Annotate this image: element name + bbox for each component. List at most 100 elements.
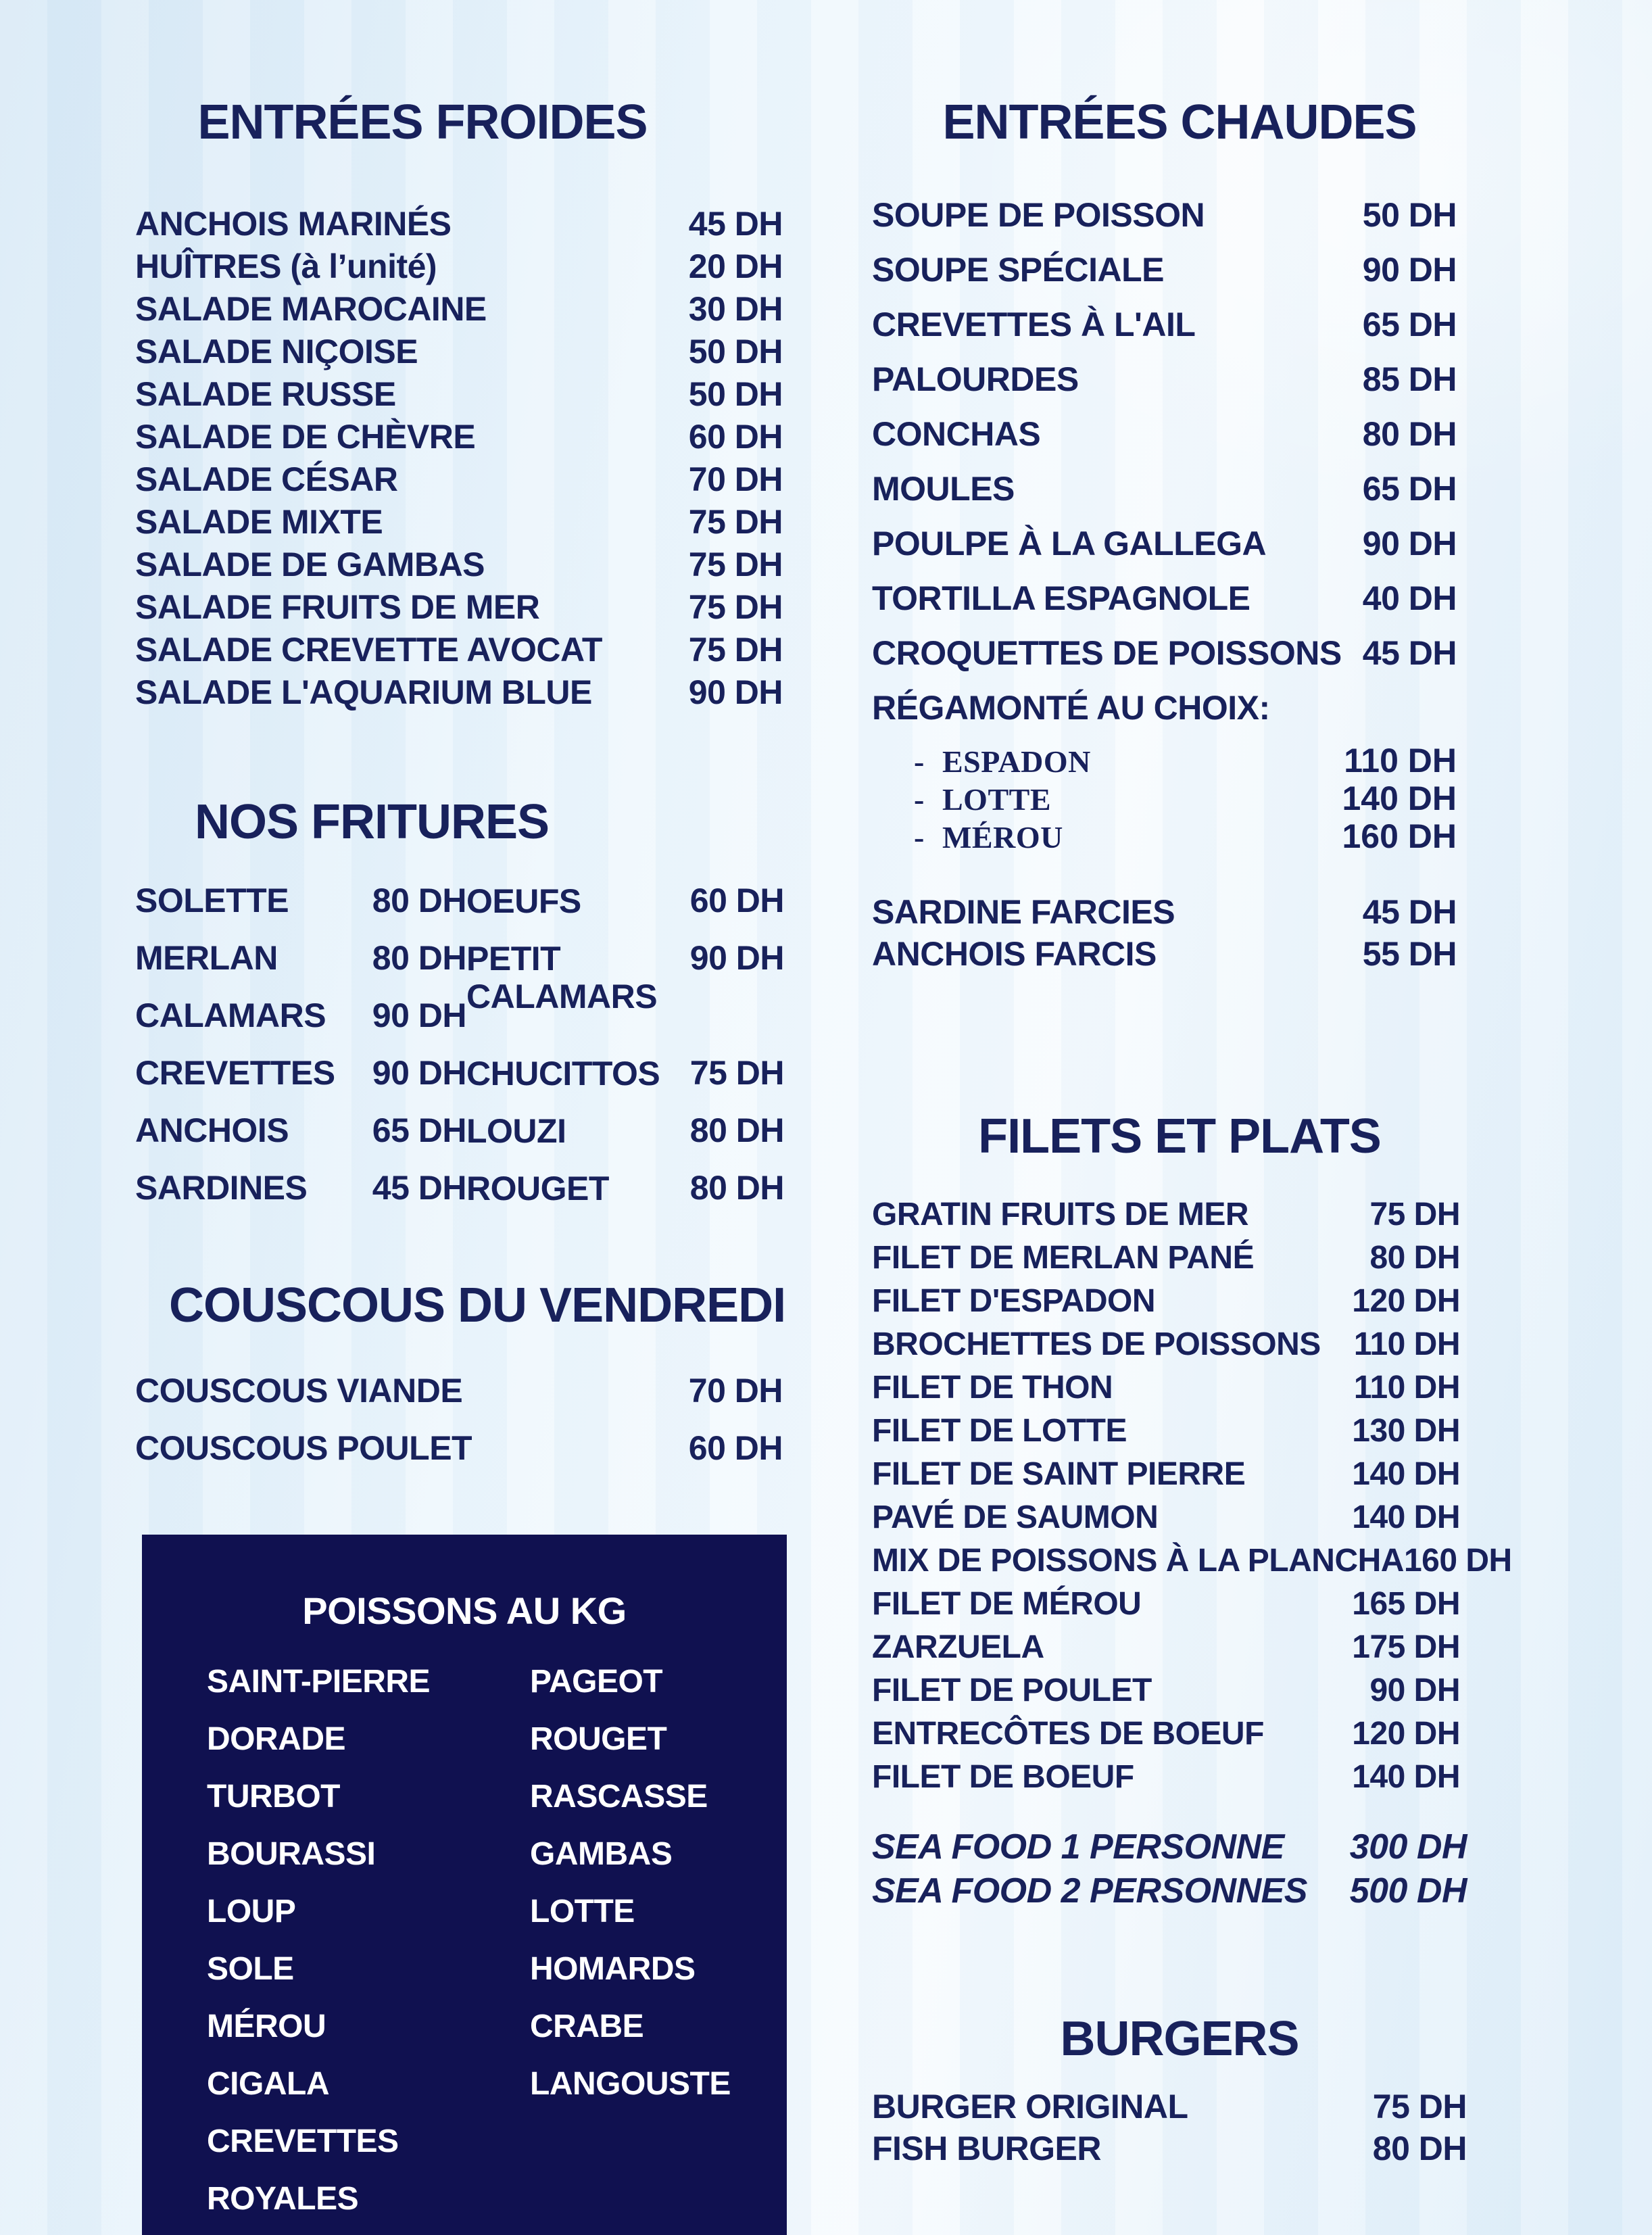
menu-item-row: CROQUETTES DE POISSONS 45 DH [872,626,1457,681]
menu-item-row: COUSCOUS VIANDE 70 DH [135,1362,783,1420]
item-name: MOULES [872,470,1015,508]
item-price: 90 DH [1362,251,1457,289]
menu-item-row: BROCHETTES DE POISSONS 110 DH [872,1323,1461,1366]
section-title-filets-et-plats: FILETS ET PLATS [978,1109,1382,1163]
item-name: ANCHOIS [135,1111,289,1149]
item-price: 80 DH [372,939,467,977]
item-name: SALADE NIÇOISE [135,333,418,370]
section-title-nos-fritures: NOS FRITURES [194,795,550,849]
item-name: LOUZI [466,1112,566,1150]
menu-item-row: ENTRECÔTES DE BOEUF 120 DH [872,1712,1460,1756]
item-price: 140 DH [1352,1499,1460,1535]
menu-item-row: PALOURDES 85 DH [872,352,1457,407]
item-price: 90 DH [688,673,783,711]
item-name: MÉROU [942,820,1063,855]
menu-item-row: FILET D'ESPADON 120 DH [872,1280,1460,1323]
section-title-entrees-chaudes: ENTRÉES CHAUDES [942,95,1417,149]
section-title-couscous-du-vendredi: COUSCOUS DU VENDREDI [169,1278,786,1332]
item-price: 45 DH [1362,893,1457,931]
item-name: FILET DE LOTTE [872,1413,1127,1449]
menu-item-row: FILET DE BOEUF 140 DH [872,1756,1460,1799]
dash-bullet: - [914,744,925,779]
menu-item-row: FILET DE POULET 90 DH [872,1669,1460,1712]
item-name: CREVETTES [135,1054,335,1092]
seafood-list: SEA FOOD 1 PERSONNE 300 DH SEA FOOD 2 PE… [872,1825,1467,1913]
menu-item-row: HUÎTRES (à l’unité) 20 DH [135,245,783,288]
item-price: 160 DH [1342,817,1457,855]
menu-item-row: SOUPE DE POISSON 50 DH [872,188,1457,243]
item-name: CALAMARS [135,996,326,1034]
menu-item-row: CONCHAS 80 DH [872,407,1457,462]
menu-item-row: SALADE L'AQUARIUM BLUE 90 DH [135,671,783,714]
fish-item: LOTTE [530,1894,635,1929]
menu-item-row: SEA FOOD 2 PERSONNES 500 DH [872,1869,1467,1913]
item-price: 90 DH [372,1054,467,1092]
menu-item-row: SALADE RUSSE 50 DH [135,373,783,416]
item-name: FILET DE BOEUF [872,1759,1134,1795]
item-price: 110 DH [1353,1370,1461,1405]
item-name: SOUPE DE POISSON [872,196,1205,234]
item-price: 140 DH [1352,1759,1460,1795]
item-name: SEA FOOD 1 PERSONNE [872,1827,1284,1867]
menu-item-row: SEA FOOD 1 PERSONNE 300 DH [872,1825,1467,1869]
item-name: FILET DE MÉROU [872,1586,1142,1622]
item-name: ZARZUELA [872,1629,1044,1665]
item-name: CREVETTES À L'AIL [872,306,1196,343]
item-name: CHUCITTOS [466,1055,660,1092]
item-name: SOUPE SPÉCIALE [872,251,1165,289]
poissons-au-kg-box: POISSONS AU KG SAINT-PIERRE DORADE TURBO… [142,1535,787,2235]
item-price: 75 DH [688,503,783,541]
item-name: SALADE MAROCAINE [135,290,487,328]
item-name: PETIT CALAMARS [466,940,658,1015]
item-name: SALADE DE GAMBAS [135,546,485,583]
couscous-list: COUSCOUS VIANDE 70 DH COUSCOUS POULET 60… [135,1362,783,1477]
item-price: 45 DH [688,205,783,243]
item-name: ROUGET [466,1170,609,1207]
item-price: 80 DH [372,882,467,919]
item-name: FILET DE MERLAN PANÉ [872,1240,1255,1276]
menu-item-row: FILET DE MÉROU 165 DH [872,1583,1460,1626]
item-price: 70 DH [688,460,783,498]
farcis-list: SARDINE FARCIES 45 DH ANCHOIS FARCIS 55 … [872,891,1457,975]
item-price: 75 DH [689,1054,785,1092]
item-name: ESPADON [942,744,1091,779]
item-name: SALADE RUSSE [135,375,396,413]
item-name: RÉGAMONTÉ AU CHOIX: [872,689,1270,727]
menu-item-row: SOUPE SPÉCIALE 90 DH [872,243,1457,297]
item-name: COUSCOUS POULET [135,1429,472,1467]
choice-item-row: - ESPADON 110 DH [914,742,1457,780]
menu-item-row: FISH BURGER 80 DH [872,2128,1467,2169]
menu-item-row: MOULES 65 DH [872,462,1457,516]
item-name: FILET D'ESPADON [872,1283,1156,1319]
item-price: 120 DH [1352,1716,1460,1752]
item-name: SALADE DE CHÈVRE [135,418,476,456]
item-price: 50 DH [688,375,783,413]
item-name: LOTTE [942,782,1052,817]
item-name: CROQUETTES DE POISSONS [872,634,1342,672]
item-price: 60 DH [688,418,783,456]
item-name: SARDINES [135,1169,308,1207]
menu-item-row: PAVÉ DE SAUMON 140 DH [872,1496,1460,1539]
item-price: 110 DH [1344,742,1457,779]
item-name: SALADE CREVETTE AVOCAT [135,631,602,669]
section-title-poissons-au-kg: POISSONS AU KG [302,1589,627,1632]
menu-item-row: FILET DE LOTTE 130 DH [872,1410,1460,1453]
item-price: 90 DH [1362,525,1457,562]
item-name: GRATIN FRUITS DE MER [872,1197,1249,1232]
item-name: OEUFS [466,882,581,920]
item-price: 90 DH [689,939,785,977]
menu-item-row: FILET DE SAINT PIERRE 140 DH [872,1453,1460,1496]
fish-item: PAGEOT [530,1664,663,1700]
menu-item-row: ANCHOIS MARINÉS 45 DH [135,203,783,245]
item-name: PALOURDES [872,360,1079,398]
dash-bullet: - [914,782,925,817]
item-price: 50 DH [688,333,783,370]
menu-item-row: SALADE FRUITS DE MER 75 DH [135,586,783,629]
menu-item-row: SARDINE FARCIES 45 DH [872,891,1457,933]
fish-item: TURBOT [207,1779,340,1815]
item-price: 80 DH [689,1169,785,1207]
item-name: SEA FOOD 2 PERSONNES [872,1871,1308,1910]
menu-item-row: MIX DE POISSONS À LA PLANCHA 160 DH [872,1539,1512,1583]
fish-item: GAMBAS [530,1836,673,1872]
fish-item: DORADE [207,1721,346,1757]
